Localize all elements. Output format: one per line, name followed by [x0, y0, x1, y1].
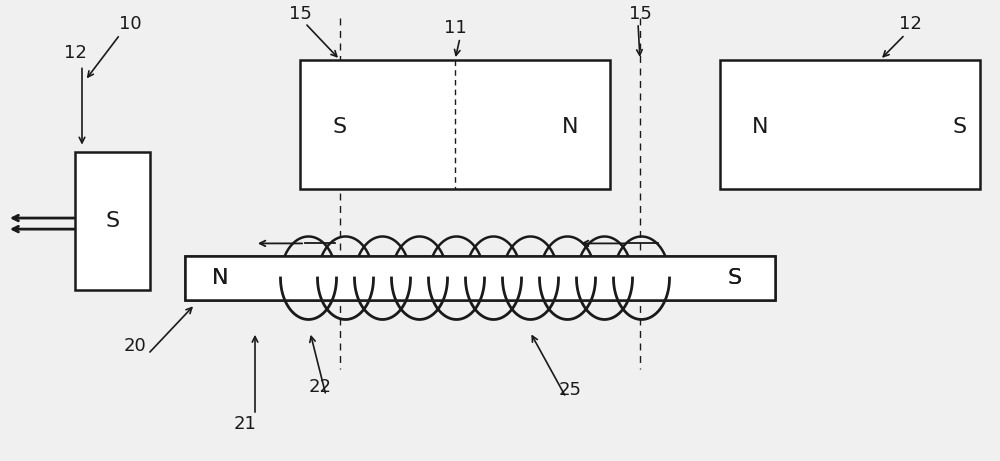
Text: S: S — [333, 117, 347, 137]
Text: N: N — [752, 117, 768, 137]
Text: N: N — [212, 268, 228, 288]
Text: 21: 21 — [234, 415, 256, 433]
Text: 22: 22 — [308, 378, 332, 396]
Text: 10: 10 — [119, 15, 141, 33]
Text: S: S — [728, 268, 742, 288]
Text: N: N — [212, 268, 228, 288]
Text: 12: 12 — [899, 15, 921, 33]
Text: S: S — [953, 117, 967, 137]
Text: N: N — [562, 117, 578, 137]
Text: S: S — [728, 268, 742, 288]
Text: 20: 20 — [124, 337, 146, 355]
Text: 15: 15 — [289, 5, 311, 23]
Text: S: S — [105, 211, 120, 231]
Text: 11: 11 — [444, 18, 466, 37]
Bar — [75, 152, 150, 290]
Bar — [720, 60, 980, 189]
Text: 12: 12 — [64, 44, 86, 62]
Bar — [185, 256, 775, 300]
Text: 25: 25 — [558, 380, 582, 399]
Text: 15: 15 — [629, 5, 651, 23]
Bar — [300, 60, 610, 189]
Bar — [185, 256, 775, 300]
